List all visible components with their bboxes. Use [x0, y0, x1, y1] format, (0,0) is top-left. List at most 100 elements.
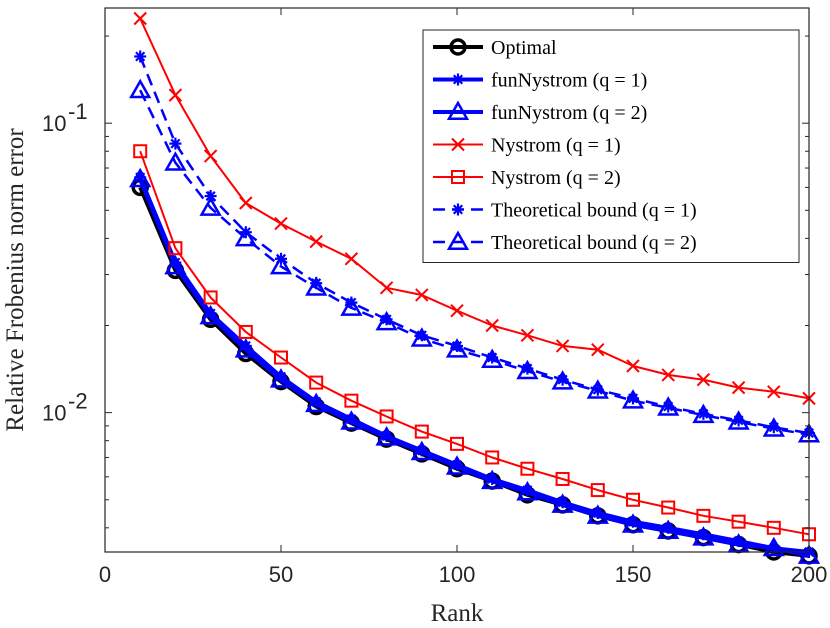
data-point — [590, 483, 605, 498]
data-point — [305, 276, 328, 296]
data-point — [375, 426, 398, 446]
data-point — [129, 167, 152, 188]
data-point — [269, 254, 293, 275]
series-layer — [129, 11, 821, 565]
data-point — [520, 461, 535, 476]
legend: Optimal funNystrom (q = 1) funNystrom (q =… — [422, 29, 800, 263]
data-point — [797, 544, 821, 564]
data-point — [661, 368, 675, 382]
series-line — [139, 56, 810, 435]
data-point — [555, 339, 570, 353]
data-point — [767, 385, 781, 399]
data-point — [445, 455, 469, 475]
data-point — [344, 393, 359, 408]
data-point — [481, 469, 504, 490]
data-point — [762, 536, 785, 557]
legend-label: Nystrom (q = 2) — [491, 167, 621, 189]
y-tick-label-base: 10 — [42, 401, 66, 426]
data-point — [450, 303, 464, 318]
data-point — [203, 149, 218, 163]
data-point — [274, 350, 288, 365]
data-point — [591, 342, 605, 357]
legend-item: Nystrom (q = 1) — [433, 135, 621, 157]
data-point — [657, 519, 680, 540]
data-point — [375, 310, 398, 331]
legend-marker — [452, 203, 464, 216]
data-point — [340, 296, 363, 316]
data-point — [516, 480, 539, 501]
data-point — [169, 137, 182, 150]
data-point — [133, 11, 147, 26]
data-point — [239, 196, 253, 210]
legend-item: Nystrom (q = 2) — [433, 167, 621, 189]
y-axis-label: Relative Frobenius norm error — [2, 128, 29, 432]
data-point — [274, 216, 288, 231]
data-point — [414, 424, 429, 439]
data-point — [551, 370, 574, 390]
data-point — [481, 348, 504, 368]
data-point — [450, 436, 464, 451]
data-point — [520, 328, 535, 343]
data-point — [731, 380, 746, 395]
data-point — [586, 504, 609, 524]
data-point — [696, 508, 711, 523]
data-point — [621, 513, 645, 533]
legend-label: funNystrom (q = 1) — [491, 70, 647, 92]
data-point — [234, 338, 257, 358]
data-point — [305, 392, 328, 413]
data-point — [727, 533, 750, 553]
data-point — [485, 318, 499, 333]
data-point — [621, 389, 645, 409]
y-tick-label: 10 -2 — [42, 389, 88, 426]
x-axis-label: Rank — [431, 600, 484, 627]
data-point — [309, 375, 324, 390]
data-point — [340, 410, 363, 430]
data-point — [551, 493, 574, 513]
x-tick-label: 0 — [99, 562, 111, 587]
y-tick-label: 10 -1 — [42, 99, 88, 136]
series-7 — [129, 78, 821, 443]
y-tick-label-exponent: -2 — [68, 389, 88, 414]
legend-marker — [446, 100, 470, 120]
data-point — [692, 526, 715, 546]
data-point — [626, 492, 640, 507]
legend-marker — [451, 137, 465, 152]
data-point — [379, 409, 394, 424]
data-point — [731, 514, 746, 529]
x-tick-label: 100 — [439, 562, 476, 587]
data-point — [168, 88, 183, 102]
legend-label: Optimal — [491, 37, 557, 59]
data-point — [626, 359, 640, 373]
legend-marker — [452, 73, 464, 86]
x-tick-label: 200 — [791, 562, 828, 587]
series-3 — [129, 167, 821, 564]
data-point — [164, 151, 187, 171]
data-point — [766, 520, 781, 535]
data-point — [203, 290, 218, 305]
data-point — [269, 368, 293, 388]
legend-box — [422, 29, 800, 263]
y-tick-label-base: 10 — [42, 111, 66, 136]
data-point — [516, 359, 539, 380]
series-line — [139, 18, 810, 400]
data-point — [410, 327, 433, 347]
data-point — [586, 379, 609, 399]
data-point — [238, 324, 253, 339]
data-point — [485, 450, 500, 465]
legend-label: Nystrom (q = 1) — [491, 135, 621, 157]
data-point — [445, 338, 469, 358]
data-point — [379, 281, 394, 295]
data-point — [692, 403, 715, 424]
legend-item: funNystrom (q = 2) — [433, 100, 647, 124]
data-point — [309, 234, 323, 249]
data-point — [199, 196, 222, 216]
data-point — [415, 288, 429, 302]
series-5 — [133, 144, 816, 542]
data-point — [661, 500, 676, 515]
x-tick-label: 50 — [269, 562, 293, 587]
legend-marker — [451, 170, 465, 184]
data-point — [134, 50, 147, 63]
data-point — [762, 417, 785, 437]
